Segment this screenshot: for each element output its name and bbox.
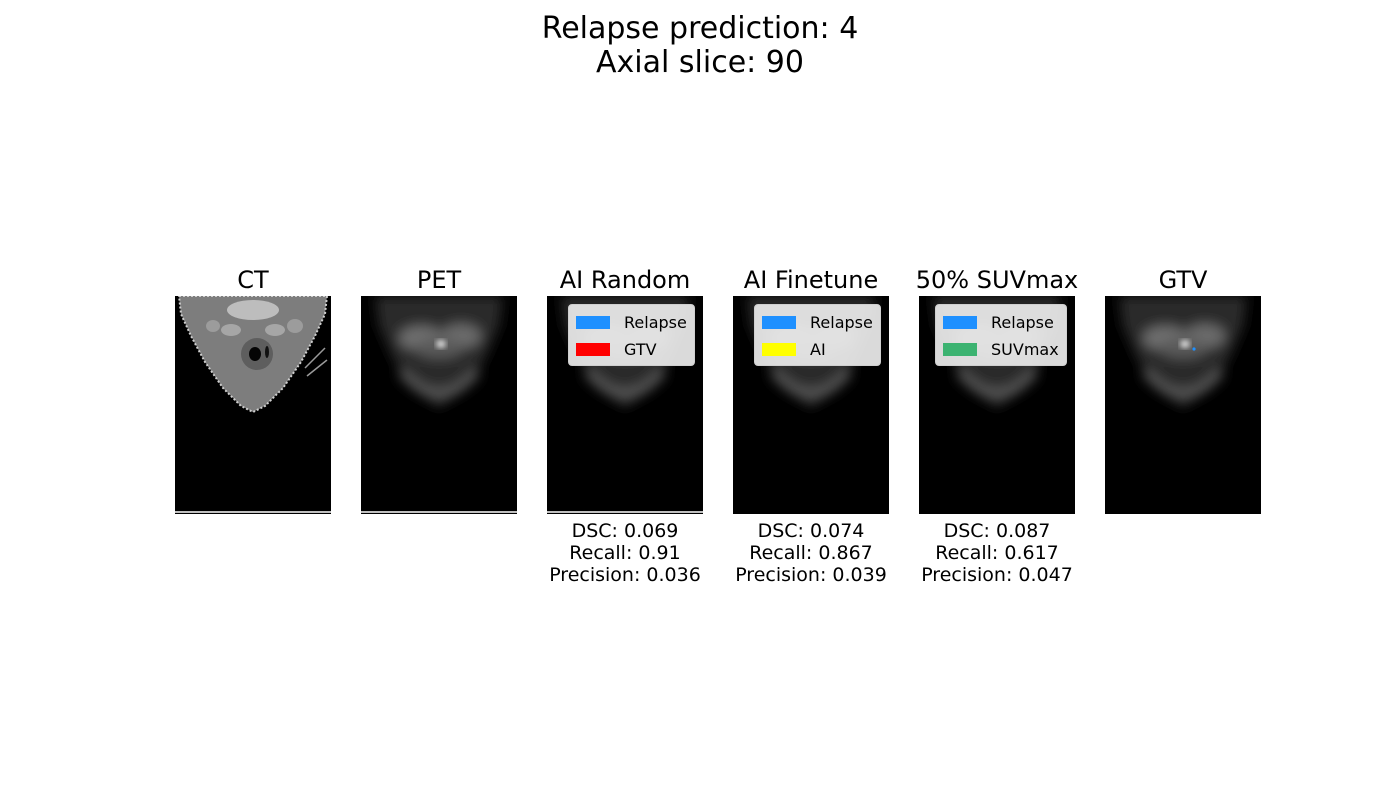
suvmax-image: Relapse SUVmax [919,296,1075,514]
legend-swatch [943,316,977,329]
panel-title: 50% SUVmax [915,266,1079,294]
legend: Relapse AI [754,304,881,366]
legend-swatch [943,343,977,356]
panel-title: AI Random [559,266,691,294]
panel-title: PET [416,266,462,294]
legend-label: GTV [624,340,657,359]
panel-title: AI Finetune [743,266,879,294]
legend-entry-gtv: GTV [576,336,687,363]
legend-label: AI [810,340,826,359]
metric-precision: Precision: 0.036 [549,564,701,586]
legend-label: Relapse [991,313,1054,332]
metrics-block: DSC: 0.074 Recall: 0.867 Precision: 0.03… [693,520,929,586]
legend-label: SUVmax [991,340,1059,359]
legend-swatch [576,316,610,329]
legend-label: Relapse [810,313,873,332]
legend-entry-relapse: Relapse [762,309,873,336]
legend: Relapse GTV [568,304,695,366]
metric-dsc: DSC: 0.069 [571,520,679,542]
metric-dsc: DSC: 0.074 [757,520,865,542]
metric-recall: Recall: 0.617 [935,542,1059,564]
metric-recall: Recall: 0.867 [749,542,873,564]
panel-title: CT [237,266,269,294]
metrics-block: DSC: 0.069 Recall: 0.91 Precision: 0.036 [507,520,743,586]
gtv-image [1105,296,1261,514]
legend-swatch [576,343,610,356]
legend: Relapse SUVmax [935,304,1067,366]
metric-recall: Recall: 0.91 [569,542,681,564]
metric-precision: Precision: 0.047 [921,564,1073,586]
legend-swatch [762,316,796,329]
figure-title-line1: Relapse prediction: 4 [541,11,859,46]
pet-image [361,296,517,514]
legend-entry-ai: AI [762,336,873,363]
ai-random-image: Relapse GTV [547,296,703,514]
ai-finetune-image: Relapse AI [733,296,889,514]
relapse-marker [1192,347,1196,351]
legend-entry-suvmax: SUVmax [943,336,1059,363]
panel-title: GTV [1158,266,1208,294]
legend-entry-relapse: Relapse [576,309,687,336]
legend-swatch [762,343,796,356]
figure-title-line2: Axial slice: 90 [596,45,804,80]
legend-label: Relapse [624,313,687,332]
metrics-block: DSC: 0.087 Recall: 0.617 Precision: 0.04… [879,520,1115,586]
metric-dsc: DSC: 0.087 [943,520,1051,542]
legend-entry-relapse: Relapse [943,309,1059,336]
ct-image [175,296,331,514]
metric-precision: Precision: 0.039 [735,564,887,586]
